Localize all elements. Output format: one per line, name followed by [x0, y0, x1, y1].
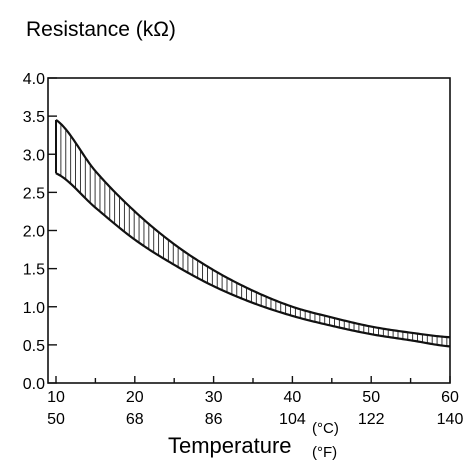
x-axis-title: Temperature: [168, 433, 292, 458]
x-tick-label-f: 122: [358, 411, 385, 428]
x-tick-label-f: 50: [47, 411, 65, 428]
upper-curve: [55, 119, 451, 339]
x-tick-label-f: 68: [126, 411, 144, 428]
y-tick-label: 2.0: [23, 224, 45, 241]
x-tick-label-c: 30: [205, 389, 223, 406]
y-tick-label: 2.5: [23, 185, 45, 202]
y-tick-label: 3.5: [23, 109, 45, 126]
x-tick-label-f: 104: [279, 411, 306, 428]
x-tick-label-c: 10: [47, 389, 65, 406]
x-tick-label-c: 20: [126, 389, 144, 406]
y-tick-label: 1.5: [23, 262, 45, 279]
y-axis-title: Resistance (kΩ): [26, 18, 176, 41]
y-tick-label: 4.0: [23, 71, 45, 88]
lower-curve: [55, 172, 451, 348]
x-tick-label-c: 40: [284, 389, 302, 406]
y-tick-label: 0.5: [23, 338, 45, 355]
x-tick-label-f: 140: [437, 411, 464, 428]
x-unit-fahrenheit: (°F): [312, 444, 337, 461]
y-tick-label: 3.0: [23, 147, 45, 164]
y-tick-label: 0.0: [23, 376, 45, 393]
x-tick-label-c: 60: [441, 389, 459, 406]
axes: 0.0 0.5 1.0 1.5 2.0 2.5 3.0 3.5 4.0 10 50 20 68 30 86 4…: [23, 71, 464, 428]
x-tick-label-f: 86: [205, 411, 223, 428]
y-tick-label: 1.0: [23, 300, 45, 317]
resistance-band: [55, 119, 451, 348]
x-tick-label-c: 50: [362, 389, 380, 406]
x-unit-celsius: (°C): [312, 420, 339, 437]
